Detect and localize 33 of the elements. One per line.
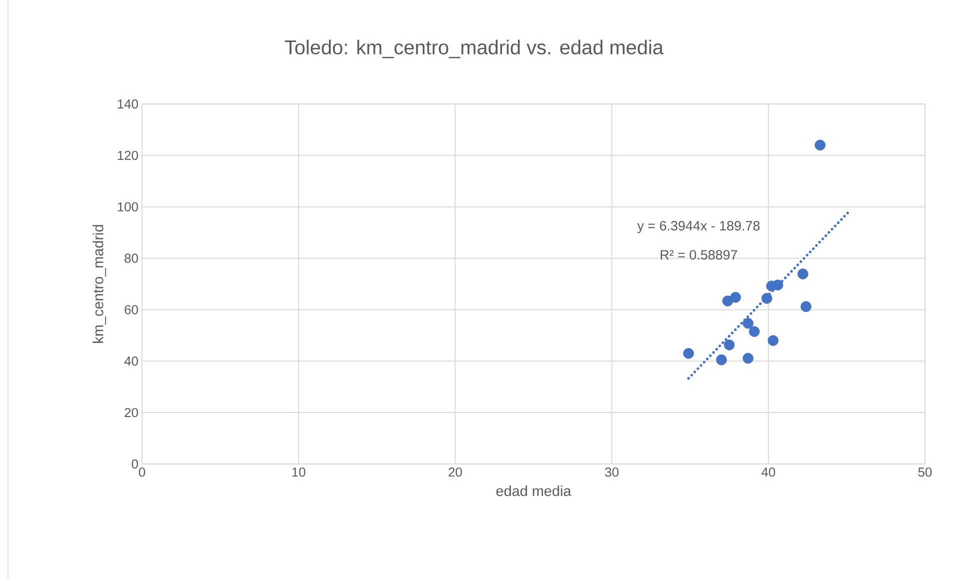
y-tick-label: 140 xyxy=(118,99,138,109)
point xyxy=(748,326,760,337)
point xyxy=(730,292,741,303)
point xyxy=(742,352,754,364)
x-axis-title: edad media xyxy=(496,486,572,496)
x-tick-label: 40 xyxy=(762,468,776,477)
point xyxy=(800,301,812,312)
point xyxy=(742,318,754,329)
annotation: y = 6.3944x - 189.78 xyxy=(637,221,760,234)
point xyxy=(797,268,808,280)
point xyxy=(724,340,735,350)
chart-title: Toledo: km_centro_madrid vs. edad media xyxy=(284,40,664,58)
point xyxy=(814,140,826,151)
point xyxy=(766,280,777,292)
y-tick-label: 120 xyxy=(118,150,138,160)
x-tick-label: 0 xyxy=(138,468,146,477)
x-tick-label: 30 xyxy=(605,468,619,477)
y-tick-label: 20 xyxy=(124,408,138,418)
point xyxy=(683,348,694,359)
x-tick-label: 10 xyxy=(292,468,306,477)
point xyxy=(716,354,727,366)
point xyxy=(768,335,779,346)
point xyxy=(761,292,772,304)
y-tick-label: 80 xyxy=(124,254,138,263)
y-tick-label: 100 xyxy=(118,202,138,212)
point xyxy=(722,296,734,306)
x-tick-label: 20 xyxy=(448,468,462,477)
annotation: R² = 0.58897 xyxy=(660,250,738,260)
y-tick-label: 0 xyxy=(132,459,138,469)
y-axis-title: km_centro_madrid xyxy=(92,225,106,343)
x-tick-label: 50 xyxy=(918,468,932,477)
y-tick-label: 60 xyxy=(124,305,138,314)
y-tick-label: 40 xyxy=(124,356,138,366)
